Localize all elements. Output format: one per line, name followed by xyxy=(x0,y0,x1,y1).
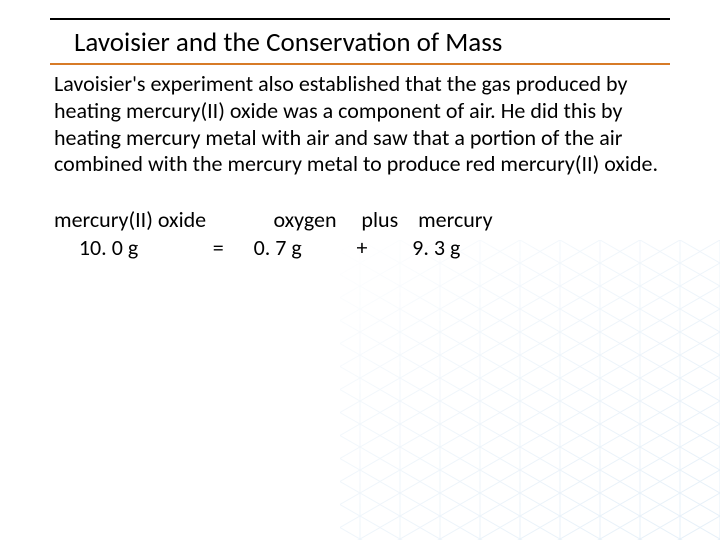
reactant-mass: 10. 0 g = xyxy=(54,234,224,262)
top-rule xyxy=(50,18,670,20)
equation-row: mercury(II) oxide 10. 0 g = oxygen plus … xyxy=(50,206,670,261)
equation-reactant: mercury(II) oxide 10. 0 g = xyxy=(54,206,224,261)
products-names: oxygen plus mercury xyxy=(224,206,493,234)
body-paragraph: Lavoisier's experiment also established … xyxy=(50,71,670,178)
products-masses: 0. 7 g + 9. 3 g xyxy=(224,234,493,262)
equation-products: oxygen plus mercury 0. 7 g + 9. 3 g xyxy=(224,206,493,261)
slide-content: Lavoisier and the Conservation of Mass L… xyxy=(0,0,720,261)
isometric-grid-bg xyxy=(340,240,720,540)
reactant-name: mercury(II) oxide xyxy=(54,206,224,234)
slide-title: Lavoisier and the Conservation of Mass xyxy=(50,26,670,65)
